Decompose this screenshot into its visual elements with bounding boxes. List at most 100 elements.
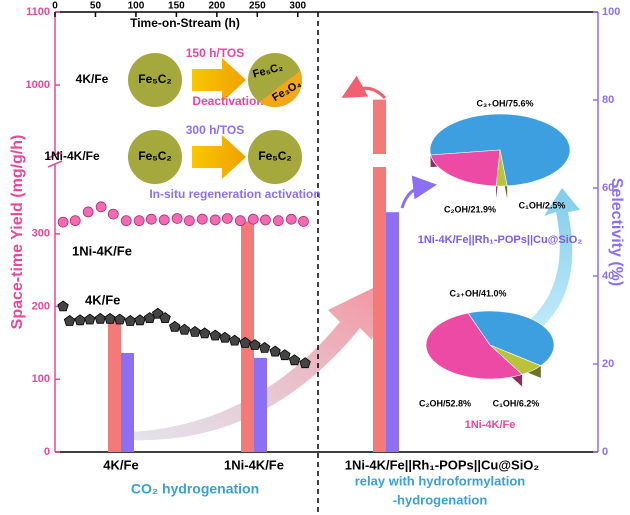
process-arrow [192,58,246,102]
x-tick-label: 300 [289,1,306,12]
y2-tick-label: 40 [602,270,614,282]
pie-slice [430,149,501,187]
pie-label: C₂OH/21.9% [444,204,496,214]
axis-break [47,160,63,168]
y-tick-label: 0 [44,446,50,458]
marker [74,314,86,326]
marker [247,213,259,225]
pie-title: 1Ni-4K/Fe [465,419,516,431]
marker [228,334,241,346]
oxide-wedge [259,70,303,108]
marker [258,342,271,353]
marker [239,336,251,348]
marker [178,323,191,335]
pie-label: C₃₊OH/41.0% [450,288,507,298]
pie-slice [467,310,555,367]
y2-tick-label: 100 [602,6,620,18]
y2-tick-label: 0 [602,446,608,458]
particle [248,130,302,184]
series-label: 1Ni-4K/Fe [72,243,132,258]
x-tick-label: 100 [128,1,145,12]
x-tick-label: 4K/Fe [103,457,138,472]
y2-tick-label: 20 [602,358,614,370]
pie-label: C₁OH/2.5% [519,200,566,210]
marker [209,214,221,226]
marker [133,215,145,227]
marker [298,215,309,227]
marker [272,215,284,227]
particle-label: Fe₅C₂ [138,72,172,86]
particle-label: Fe₅C₂ [258,149,292,163]
annotation: relay with hydroformylation [355,473,526,488]
annotation: CO₂ hydrogenation [131,481,259,497]
pie-slice [425,312,523,380]
marker [269,345,281,357]
marker [221,213,233,224]
bar [254,357,267,452]
curved-arrow [400,175,437,209]
y-tick-label: 200 [32,300,50,312]
marker [285,213,297,225]
marker [57,300,69,312]
x-tick-label: 150 [168,1,185,12]
marker [134,314,146,326]
marker [69,215,81,227]
marker [171,213,183,224]
bar [121,353,134,452]
y-tick-label: 1100 [26,6,50,18]
axis-break [47,151,63,159]
x-tick-label: 1Ni-4K/Fe||Rh₁-POPs||Cu@SiO₂ [345,457,540,472]
pie-title: 1Ni-4K/Fe||Rh₁-POPs||Cu@SiO₂ [418,234,583,246]
marker [158,214,170,226]
process-arrow [192,135,246,179]
marker [219,331,231,343]
x-tick-label: 50 [90,1,102,12]
marker [299,357,311,369]
y-tick-label: 300 [32,228,50,240]
pie-label: C₂OH/52.8% [419,398,471,408]
y2-tick-label: 80 [602,94,614,106]
marker [159,312,171,324]
x-axis-title: Time-on-Stream (h) [130,16,240,30]
marker [209,329,221,341]
bar [386,212,399,452]
particle [128,53,182,107]
bar [373,99,386,452]
x-tick-label: 200 [209,1,226,12]
x-tick-label: 250 [249,1,266,12]
process-label: Deactivation [192,94,263,108]
marker [95,201,107,213]
marker [82,206,94,218]
marker [259,214,271,226]
series-label: 4K/Fe [85,292,120,307]
marker [120,215,132,227]
catalyst-label: 4K/Fe [76,72,109,86]
marker [234,215,246,227]
marker [114,313,126,325]
marker [57,216,69,228]
marker [124,315,136,326]
particle [128,130,182,184]
marker [94,312,106,324]
bar-break [372,154,387,167]
pie-label: C₃₊OH/75.6% [477,98,534,108]
marker [63,315,76,326]
marker [249,339,261,350]
marker [199,327,211,339]
catalyst-label: 1Ni-4K/Fe [44,149,100,163]
marker [169,320,181,332]
marker [104,312,116,324]
process-label: In-situ regeneration activation [149,187,320,201]
marker [183,215,195,227]
curved-arrow [341,75,387,100]
bar [241,221,254,452]
marker [196,213,208,225]
marker [288,354,301,366]
marker [279,349,291,361]
time-label: 150 h/TOS [186,46,244,60]
y2-tick-label: 60 [602,182,614,194]
marker [189,326,201,337]
time-label: 300 h/TOS [186,123,244,137]
